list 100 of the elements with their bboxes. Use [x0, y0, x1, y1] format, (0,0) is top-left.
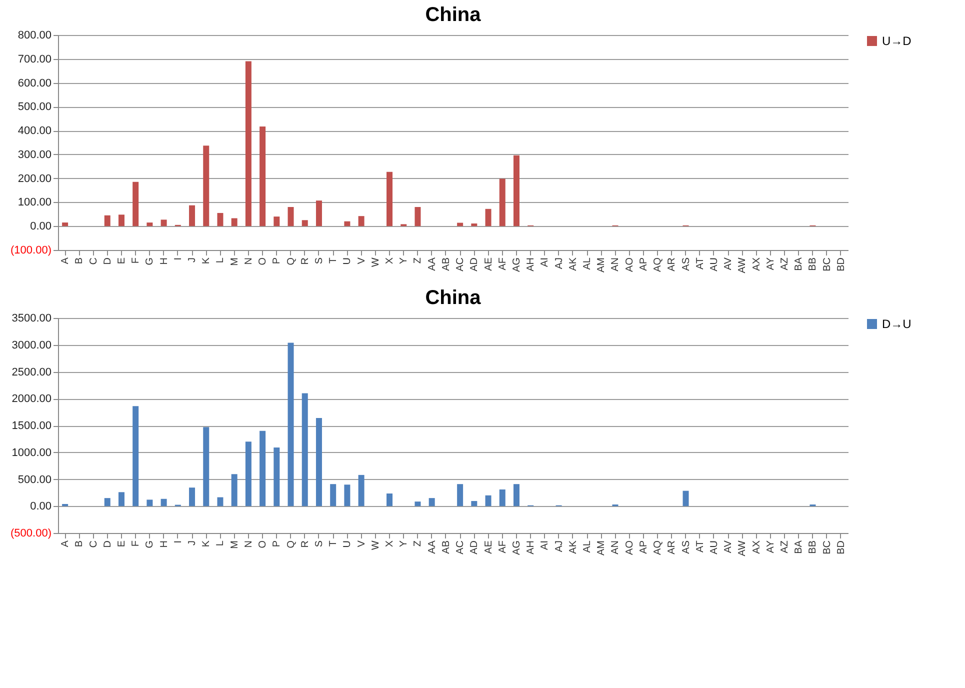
bar: [118, 214, 124, 226]
bar: [231, 474, 238, 506]
x-tick-label: AW: [737, 256, 748, 274]
bar: [344, 484, 350, 506]
bar: [260, 126, 266, 226]
x-tick-label: AV: [723, 257, 734, 270]
x-tick-label: K: [201, 540, 212, 548]
bar: [189, 205, 196, 226]
x-tick-label: M: [229, 540, 240, 549]
x-tick-label: AS: [680, 540, 692, 554]
x-tick-label: U: [342, 258, 354, 265]
x-tick-label: R: [300, 540, 311, 548]
bar: [513, 484, 520, 506]
x-tick-label: C: [88, 540, 100, 548]
bar: [245, 61, 252, 226]
x-tick-label: P: [272, 540, 283, 548]
bar: [132, 406, 139, 506]
x-tick-label: T: [328, 540, 340, 547]
x-tick-label: AL: [582, 257, 594, 270]
x-tick-label: L: [215, 257, 226, 264]
x-tick-label: AL: [582, 540, 594, 553]
x-tick-label: L: [215, 540, 226, 546]
bar: [160, 498, 167, 506]
x-tick-label: R: [300, 258, 311, 265]
bar: [203, 146, 210, 226]
x-tick-label: AX: [751, 540, 762, 554]
bar: [471, 223, 478, 226]
x-tick-label: C: [88, 258, 100, 265]
x-tick-label: AG: [511, 540, 522, 555]
x-tick-label: AO: [624, 257, 636, 272]
bar: [457, 222, 464, 226]
bar: [485, 208, 492, 226]
x-tick-label: BD: [836, 258, 847, 272]
bar: [274, 448, 280, 506]
bar: [160, 220, 167, 226]
y-tick-label: (100.00): [10, 244, 52, 256]
x-tick-label: B: [74, 540, 86, 548]
x-tick-label: J: [187, 258, 198, 262]
x-tick-label: A: [60, 257, 72, 264]
x-tick-label: AO: [624, 540, 636, 555]
y-tick-label: 200.00: [18, 172, 52, 185]
bar: [118, 492, 124, 506]
bar: [471, 501, 478, 506]
x-tick-label: BC: [822, 540, 833, 554]
x-tick-label: AI: [540, 258, 551, 267]
x-tick-label: J: [187, 540, 198, 546]
x-tick-label: F: [130, 540, 142, 547]
x-tick-label: BA: [794, 257, 805, 271]
bar: [499, 178, 506, 226]
chart-title: China: [425, 287, 482, 309]
x-tick-label: AU: [708, 258, 720, 272]
bar: [386, 172, 393, 226]
y-tick-label: 1000.00: [12, 446, 52, 459]
bar: [499, 489, 506, 506]
x-tick-label: AI: [540, 540, 551, 550]
bar: [428, 498, 435, 506]
legend-label: D→U: [882, 317, 912, 331]
x-tick-label: G: [144, 540, 156, 548]
x-tick-label: AV: [723, 540, 734, 554]
y-tick-label: 2500.00: [12, 366, 52, 378]
bar: [316, 200, 322, 226]
bar: [62, 504, 68, 506]
bar: [146, 500, 153, 506]
x-tick-label: AQ: [652, 540, 664, 555]
bar: [288, 342, 294, 506]
x-tick-label: A: [60, 540, 72, 548]
y-tick-label: 3500.00: [12, 312, 52, 324]
x-tick-label: U: [342, 540, 354, 548]
y-tick-label: 800.00: [18, 30, 52, 42]
x-tick-label: AN: [610, 258, 622, 272]
x-tick-label: AP: [638, 257, 650, 271]
x-tick-label: O: [258, 540, 269, 548]
x-tick-label: P: [272, 257, 283, 264]
x-tick-label: D: [102, 258, 114, 265]
bar: [189, 488, 196, 506]
bar: [132, 182, 139, 226]
x-tick-label: H: [158, 258, 170, 265]
x-tick-label: AK: [568, 540, 579, 554]
y-tick-label: 1500.00: [12, 420, 52, 432]
bar: [146, 222, 153, 226]
x-tick-label: V: [356, 540, 368, 548]
bar: [358, 216, 364, 226]
y-tick-label: 100.00: [18, 196, 52, 209]
x-tick-label: S: [314, 257, 325, 264]
x-tick-label: AX: [751, 257, 762, 271]
x-tick-label: W: [370, 256, 382, 267]
bar: [485, 495, 492, 506]
x-tick-label: E: [116, 257, 128, 264]
x-tick-label: D: [102, 540, 114, 548]
x-tick-label: F: [130, 258, 142, 264]
x-tick-label: Z: [412, 258, 424, 264]
x-tick-label: BD: [836, 540, 847, 554]
x-tick-label: I: [172, 258, 184, 260]
x-tick-label: AR: [666, 258, 678, 272]
bar: [358, 474, 364, 506]
x-tick-label: AZ: [780, 540, 791, 554]
y-tick-label: (500.00): [10, 528, 52, 540]
x-tick-label: Y: [398, 257, 410, 264]
bar: [386, 493, 393, 506]
x-tick-label: BC: [822, 258, 833, 272]
